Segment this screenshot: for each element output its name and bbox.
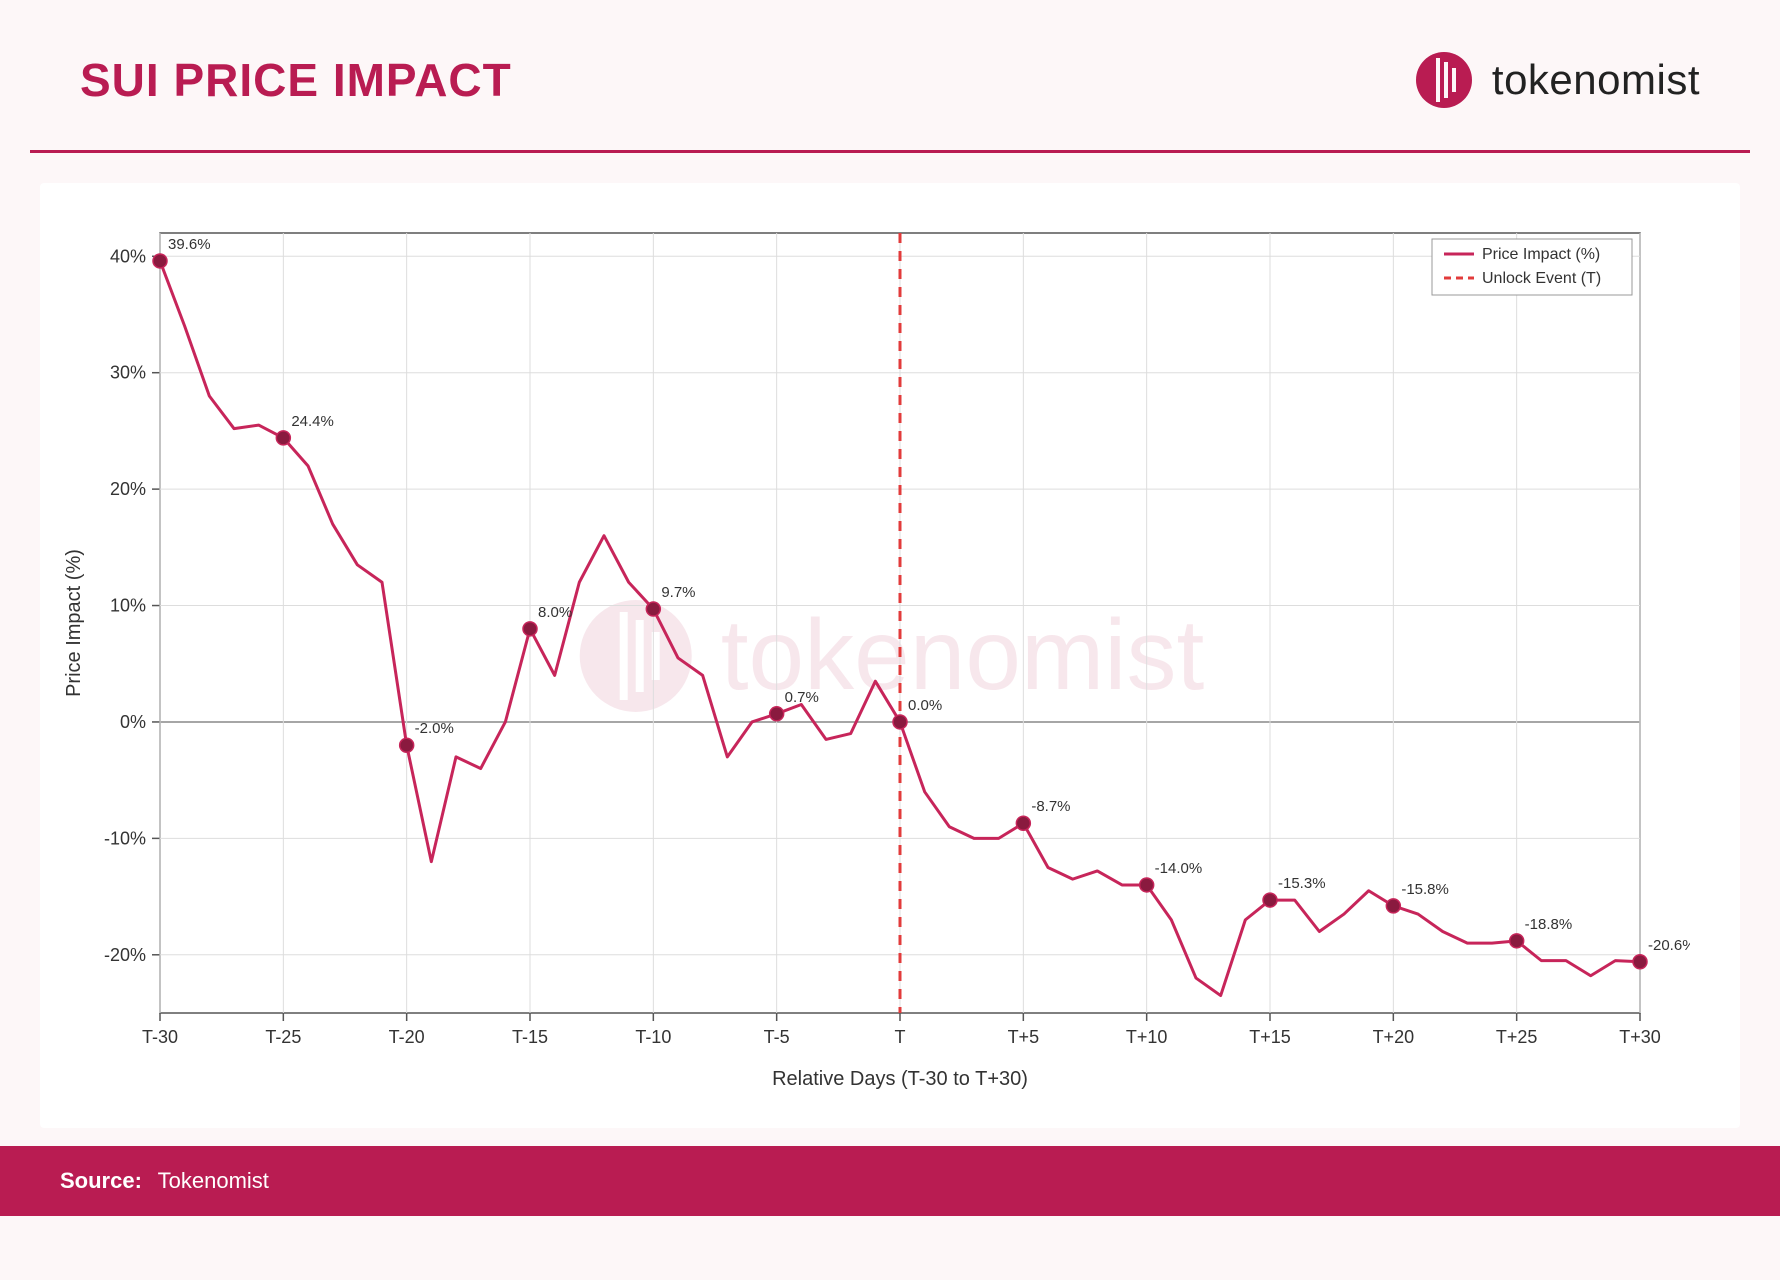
svg-text:-15.3%: -15.3% [1278,875,1326,892]
svg-text:0%: 0% [120,712,146,732]
svg-text:30%: 30% [110,363,146,383]
svg-text:T+5: T+5 [1008,1027,1040,1047]
svg-text:40%: 40% [110,246,146,266]
svg-text:-15.8%: -15.8% [1401,881,1449,898]
svg-text:T+15: T+15 [1249,1027,1291,1047]
svg-text:10%: 10% [110,596,146,616]
svg-text:20%: 20% [110,479,146,499]
svg-text:-8.7%: -8.7% [1031,798,1070,815]
svg-text:0.0%: 0.0% [908,697,942,714]
svg-text:0.7%: 0.7% [785,689,819,706]
svg-text:24.4%: 24.4% [291,413,334,430]
svg-text:T-25: T-25 [265,1027,301,1047]
svg-text:-18.8%: -18.8% [1525,916,1573,933]
svg-text:Unlock Event (T): Unlock Event (T) [1482,270,1601,287]
svg-text:T-10: T-10 [635,1027,671,1047]
svg-text:Price Impact (%): Price Impact (%) [1482,246,1600,263]
svg-text:T+30: T+30 [1619,1027,1661,1047]
svg-text:39.6%: 39.6% [168,236,211,253]
svg-text:-14.0%: -14.0% [1155,860,1203,877]
svg-text:Price Impact (%): Price Impact (%) [63,549,85,697]
svg-text:T-5: T-5 [764,1027,790,1047]
svg-text:-20.6%: -20.6% [1648,937,1690,954]
svg-text:-2.0%: -2.0% [415,720,454,737]
footer: Source: Tokenomist [0,1146,1780,1216]
price-impact-chart: -20%-10%0%10%20%30%40%T-30T-25T-20T-15T-… [50,203,1690,1103]
svg-text:T+10: T+10 [1126,1027,1168,1047]
source-label: Source: [60,1168,142,1193]
brand-text: tokenomist [1492,56,1700,104]
svg-text:Relative Days (T-30 to T+30): Relative Days (T-30 to T+30) [772,1068,1028,1090]
svg-text:T: T [895,1027,906,1047]
svg-text:-20%: -20% [104,945,146,965]
svg-text:T-30: T-30 [142,1027,178,1047]
svg-text:T-20: T-20 [389,1027,425,1047]
svg-text:-10%: -10% [104,828,146,848]
svg-text:8.0%: 8.0% [538,604,572,621]
page-title: SUI PRICE IMPACT [80,53,512,107]
svg-text:T-15: T-15 [512,1027,548,1047]
source-value: Tokenomist [158,1168,269,1193]
brand-logo-icon [1414,50,1474,110]
header: SUI PRICE IMPACT tokenomist [0,0,1780,150]
svg-text:T+20: T+20 [1373,1027,1415,1047]
svg-text:T+25: T+25 [1496,1027,1538,1047]
header-divider [30,150,1750,153]
svg-text:9.7%: 9.7% [661,584,695,601]
chart-container: tokenomist -20%-10%0%10%20%30%40%T-30T-2… [40,183,1740,1128]
brand: tokenomist [1414,50,1700,110]
